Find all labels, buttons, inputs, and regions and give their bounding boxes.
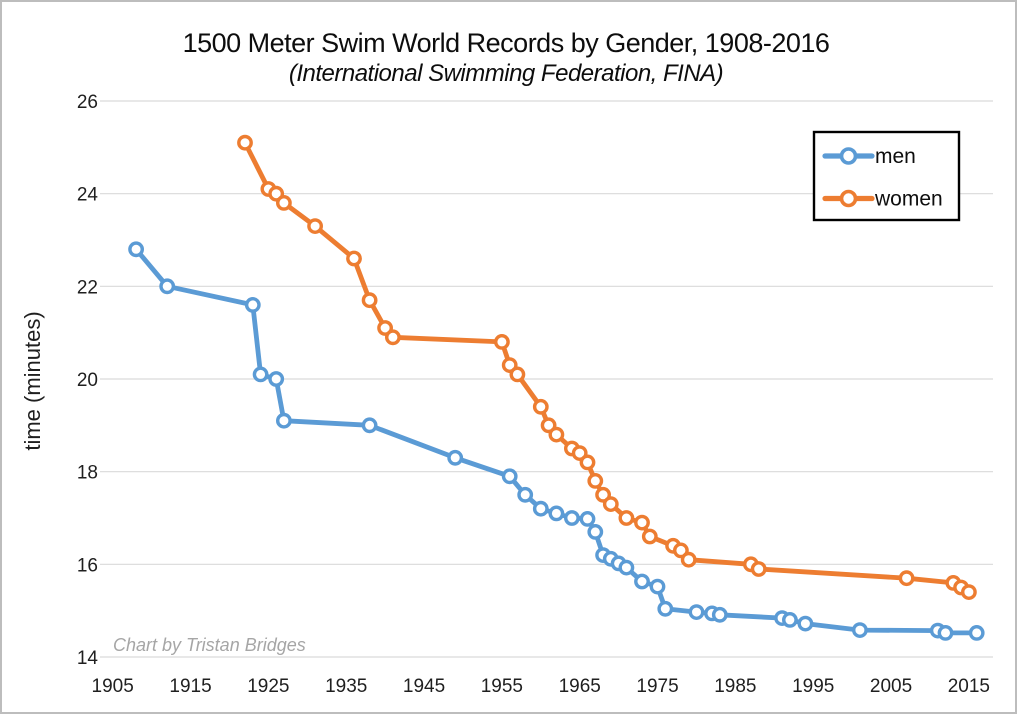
y-axis-title: time (minutes) [20,311,45,450]
men-data-point-1926 [268,371,285,387]
y-tick-label-24: 24 [77,185,99,206]
women-data-point-1966 [579,454,596,471]
x-tick-label-1965: 1965 [559,676,601,697]
y-tick-label-22: 22 [77,277,98,298]
x-tick-label-1925: 1925 [247,676,289,697]
men-data-point-2001 [852,622,868,638]
x-tick-label-1985: 1985 [714,676,756,697]
men-data-point-1966 [579,511,596,527]
legend: men women [812,130,961,222]
chart-title: 1500 Meter Swim World Records by Gender,… [183,28,830,58]
men-data-point-1958 [517,486,534,503]
men-data-point-1962 [548,505,565,522]
series-group [128,134,985,641]
men-data-point-1949 [447,449,464,466]
women-data-point-2015 [961,584,977,600]
men-data-point-2016 [968,625,985,641]
chart-subtitle: (International Swimming Federation, FINA… [289,60,723,87]
women-data-point-1973 [634,514,650,531]
women-data-point-1927 [275,194,292,211]
men-data-point-1960 [532,500,549,517]
men-data-point-1924 [252,366,269,383]
women-data-point-1931 [307,218,323,235]
men-data-point-1992 [782,612,798,628]
men-data-point-1912 [159,278,176,295]
y-tick-label-14: 14 [77,648,99,669]
x-tick-label-1945: 1945 [403,676,445,697]
women-data-point-1979 [680,551,697,568]
legend-item-women: women [822,188,943,211]
women-data-point-1960 [532,398,549,415]
men-data-point-1964 [564,510,580,526]
men-data-point-1976 [657,600,674,617]
women-data-point-1941 [384,329,401,346]
women-data-point-1936 [346,250,362,267]
women-data-point-1955 [493,333,510,350]
y-axis-tick-labels: 14 16 18 20 22 24 26 [77,92,99,669]
women-data-point-1938 [361,292,378,309]
x-tick-label-2015: 2015 [948,676,990,697]
women-legend-marker-icon [839,189,858,208]
y-tick-label-16: 16 [77,555,98,576]
women-data-point-1922 [237,134,253,151]
women-data-point-1988 [750,561,767,577]
women-data-point-2007 [898,570,915,587]
gridlines-group [100,100,993,658]
men-data-point-1938 [361,417,378,434]
women-data-point-1969 [602,496,619,512]
y-tick-label-26: 26 [77,92,98,113]
men-data-point-1980 [688,604,705,620]
x-tick-label-1955: 1955 [481,676,523,697]
x-tick-label-1905: 1905 [92,676,134,697]
chart-attribution: Chart by Tristan Bridges [113,635,306,655]
men-data-point-1975 [649,578,666,595]
men-legend-marker-icon [839,147,858,165]
men-data-point-1973 [634,573,650,590]
x-tick-label-1995: 1995 [792,676,834,697]
men-data-point-1994 [797,615,814,632]
y-tick-label-18: 18 [77,463,98,484]
x-tick-label-2005: 2005 [870,676,912,697]
x-tick-label-1935: 1935 [325,676,367,697]
legend-border [812,130,961,222]
men-data-point-1956 [501,468,518,485]
x-tick-label-1975: 1975 [636,676,678,697]
women-data-point-1957 [509,366,526,383]
women-data-point-1962 [548,426,565,443]
men-data-point-1967 [587,524,604,540]
legend-label-men: men [875,145,916,168]
legend-item-men: men [822,145,916,168]
women-data-point-1974 [641,528,658,545]
men-data-point-1923 [244,296,261,313]
x-axis-tick-labels: 1905 1915 1925 1935 1945 1955 1965 1975 1985 1995… [92,676,990,697]
women-data-point-1971 [618,510,635,526]
men-data-point-1971 [618,559,635,576]
men-data-point-1908 [128,241,145,258]
x-tick-label-1915: 1915 [169,676,211,697]
legend-label-women: women [874,188,943,211]
men-data-point-2012 [937,625,954,641]
men-data-point-1983 [711,606,728,623]
women-data-point-1967 [587,472,604,489]
y-tick-label-20: 20 [77,370,98,391]
men-data-point-1927 [275,412,292,429]
